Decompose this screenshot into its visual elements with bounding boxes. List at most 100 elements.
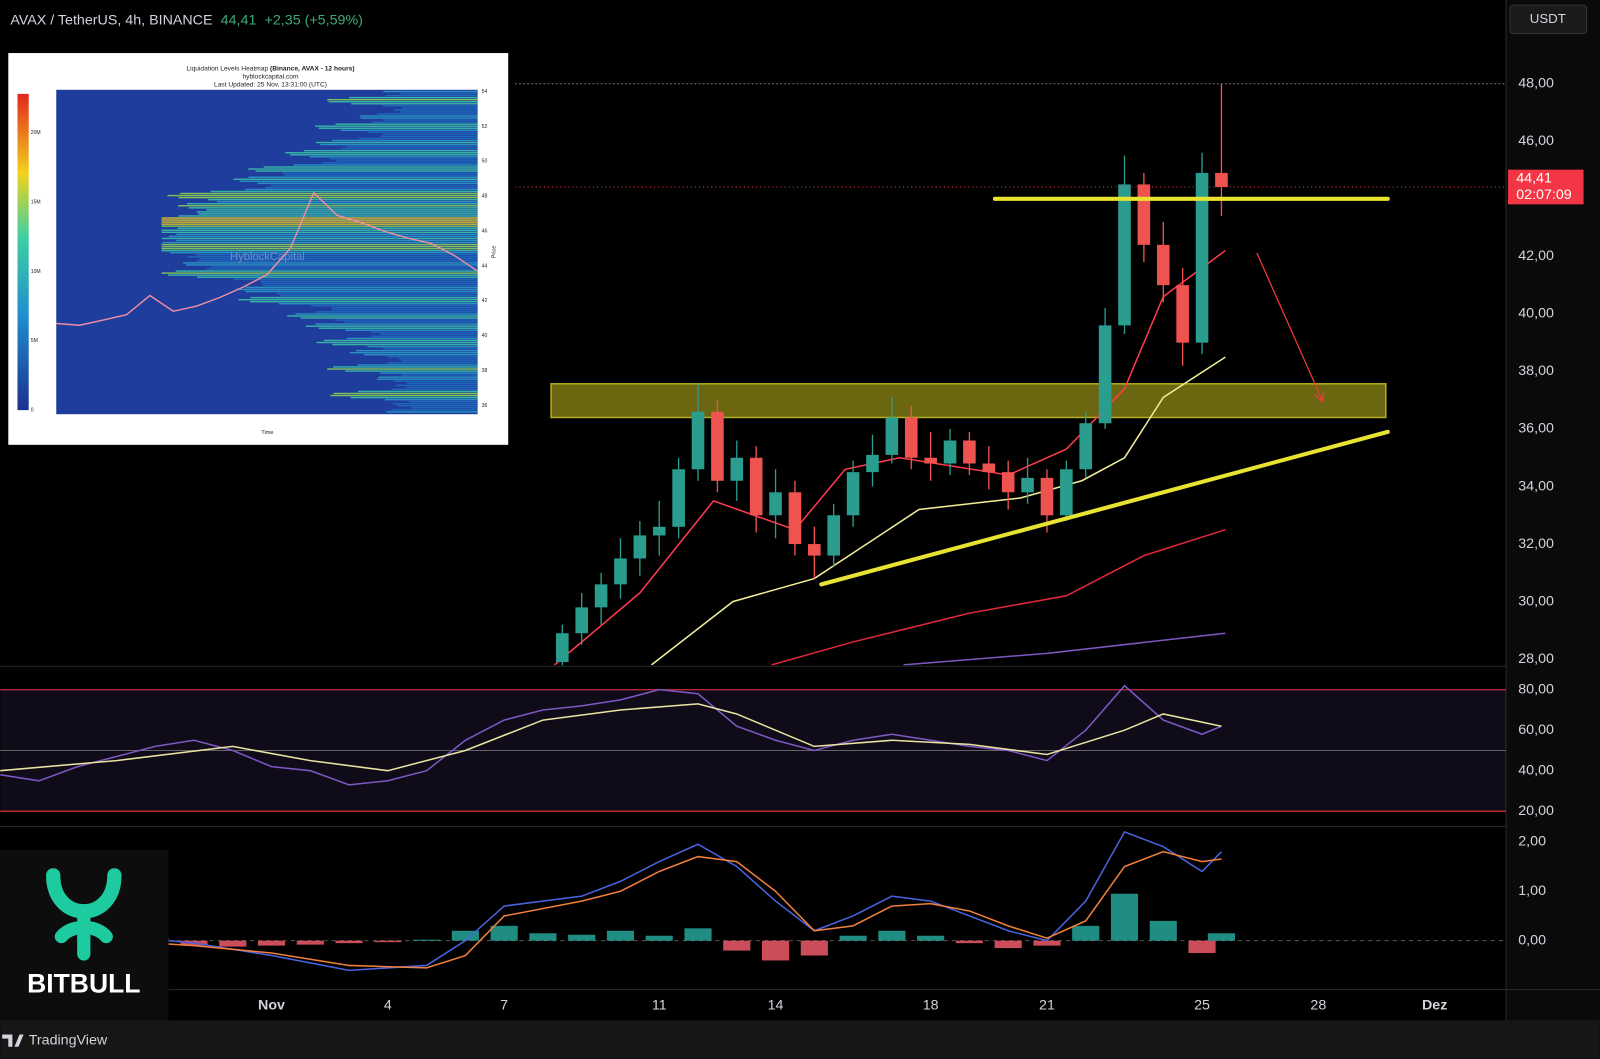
histogram-bar (568, 934, 596, 941)
x-tick-label: 18 (923, 998, 939, 1014)
candle-body (1040, 477, 1054, 516)
candle-body (1195, 172, 1209, 343)
heatmap-stripe (177, 227, 478, 229)
heatmap-stripe (290, 154, 478, 156)
heatmap-stripe (336, 160, 478, 162)
inset-watermark: HyblockCapital (230, 251, 305, 263)
inset-price-line (56, 191, 479, 326)
heatmap-cells (161, 90, 478, 413)
histogram-bar (490, 925, 518, 941)
heatmap-stripe (315, 323, 478, 325)
currency-button[interactable] (1509, 4, 1588, 35)
heatmap-stripe (316, 341, 478, 344)
heatmap-stripe (170, 251, 478, 254)
heatmap-stripe (397, 405, 478, 407)
candle-body (866, 454, 879, 473)
heatmap-stripe (328, 101, 478, 103)
heatmap-stripe (263, 166, 478, 168)
heatmap-stripe (322, 162, 478, 164)
candle-body (1001, 472, 1015, 493)
heatmap-stripe (367, 345, 478, 348)
candle-body (672, 469, 685, 527)
heatmap-stripe (186, 264, 478, 266)
inset-y-label: Price (491, 246, 497, 259)
heatmap-stripe (357, 364, 478, 366)
heatmap-stripe (161, 247, 478, 250)
currency-label[interactable]: USDT (1530, 11, 1566, 26)
heatmap-stripe (315, 125, 478, 127)
histogram-bar (529, 933, 557, 941)
candle-body (1118, 184, 1131, 326)
heatmap-stripe (332, 366, 478, 368)
inset-title: Liquidation Levels Heatmap (Binance, AVA… (186, 65, 354, 72)
heatmap-stripe (276, 292, 478, 295)
heatmap-stripe (309, 156, 478, 158)
heatmap-stripe (186, 203, 478, 205)
heatmap-stripe (250, 296, 478, 299)
heatmap-stripe (248, 176, 478, 178)
histogram-bar (1188, 940, 1216, 954)
heatmap-stripe (332, 343, 478, 346)
heatmap-stripe (284, 174, 478, 176)
heatmap-stripe (233, 278, 478, 280)
heatmap-stripe (178, 215, 478, 217)
heatmap-stripe (255, 170, 478, 172)
candle-body (575, 607, 589, 634)
heatmap-inset: Liquidation Levels Heatmap (Binance, AVA… (8, 53, 509, 445)
heatmap-stripe (379, 135, 478, 138)
heatmap-stripe (285, 152, 478, 154)
x-tick-label: 14 (768, 998, 784, 1014)
heatmap-stripe (278, 303, 478, 305)
candle-body (963, 440, 976, 464)
heatmap-stripe (345, 370, 478, 372)
heatmap-stripe (345, 145, 478, 148)
heatmap-stripe (410, 407, 478, 409)
inset-y-tick-label: 48 (482, 194, 488, 200)
heatmap-stripe (388, 356, 478, 358)
header: AVAX / TetherUS, 4h, BINANCE 44,41 +2,35 (… (10, 4, 1588, 35)
histogram-bar (955, 940, 983, 944)
candle-body (556, 633, 569, 663)
heatmap-stripe (387, 362, 478, 364)
heatmap-stripe (260, 280, 478, 282)
heatmap-stripe (341, 147, 478, 150)
heatmap-stripe (402, 107, 478, 109)
heatmap-stripe (407, 382, 478, 385)
y-tick-label: 60,00 (1518, 722, 1554, 738)
y-tick-label: 20,00 (1518, 803, 1554, 819)
heatmap-stripe (349, 96, 478, 99)
heatmap-stripe (333, 392, 478, 395)
histogram-bar (335, 940, 363, 944)
heatmap-stripe (238, 298, 478, 301)
histogram-bar (413, 939, 441, 941)
histogram-bar (994, 940, 1022, 949)
heatmap-stripe (271, 184, 478, 187)
price-change: +2,35 (+5,59%) (265, 12, 363, 28)
heatmap-stripe (176, 233, 478, 236)
heatmap-stripe (262, 284, 478, 287)
x-tick-label: 4 (384, 998, 392, 1014)
heatmap-stripe (357, 390, 478, 393)
candle-body (885, 417, 899, 455)
x-tick-label: 25 (1194, 998, 1210, 1014)
heatmap-stripe (235, 288, 478, 291)
candle-body (730, 457, 744, 481)
heatmap-stripe (379, 333, 478, 336)
heatmap-stripe (350, 396, 478, 399)
heatmap-stripe (161, 219, 478, 221)
heatmap-stripe (391, 409, 478, 411)
heatmap-stripe (280, 294, 478, 297)
rsi-pane (0, 684, 1507, 812)
heatmap-stripe (382, 105, 478, 107)
colorbar-tick-label: 5M (31, 338, 38, 344)
heatmap-stripe (320, 143, 478, 146)
price-tag (1508, 169, 1584, 205)
heatmap-stripe (327, 368, 478, 370)
inset-y-tick-label: 36 (482, 403, 488, 409)
candle-body (924, 457, 937, 464)
heatmap-stripe (187, 256, 478, 258)
y-tick-label: 1,00 (1518, 883, 1546, 899)
y-tick-label: 38,00 (1518, 363, 1554, 379)
heatmap-stripe (161, 231, 478, 234)
